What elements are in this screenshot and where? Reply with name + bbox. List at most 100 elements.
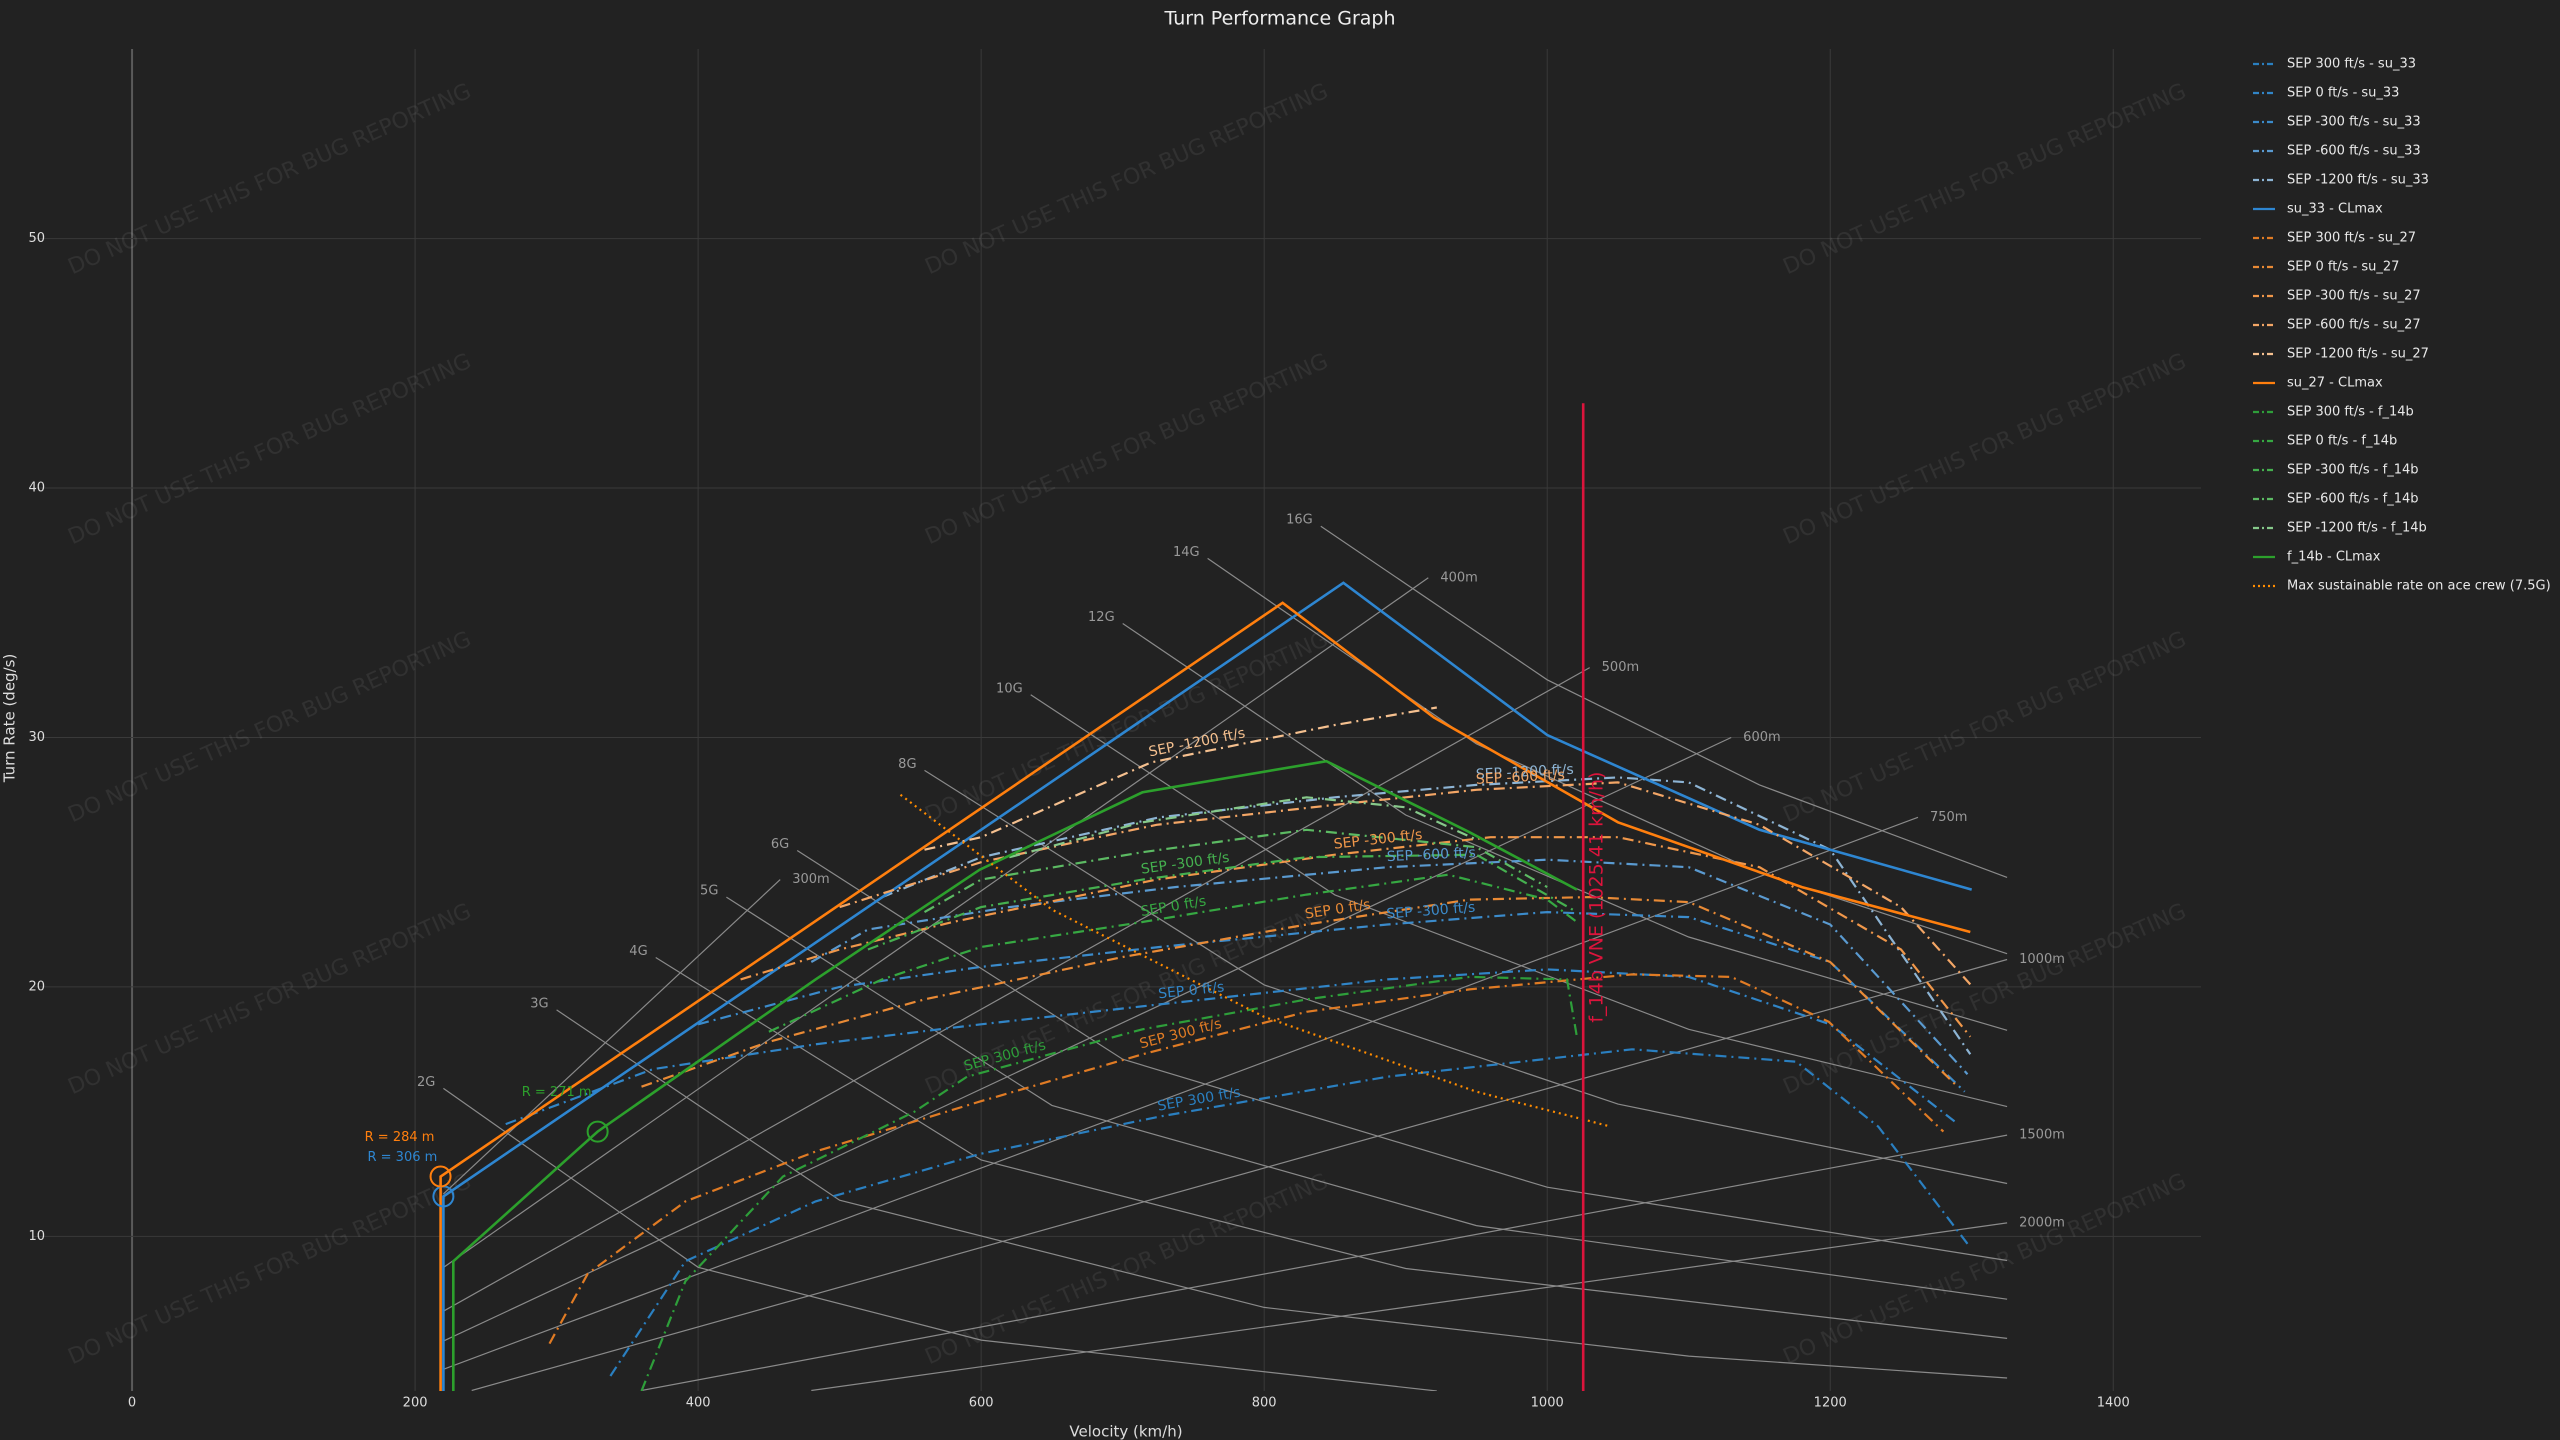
g-load-line xyxy=(1122,623,2008,1031)
legend-label: SEP -600 ft/s - su_27 xyxy=(2287,318,2421,333)
legend-label: f_14b - CLmax xyxy=(2287,550,2381,565)
legend-label: SEP -300 ft/s - su_27 xyxy=(2287,289,2421,304)
x-tick-label: 600 xyxy=(969,1396,994,1411)
radius-line xyxy=(443,667,1590,1312)
min-radius-label: R = 306 m xyxy=(367,1150,437,1165)
radius-label: 400m xyxy=(1440,570,1477,585)
g-load-label: 3G xyxy=(530,996,548,1011)
radius-line xyxy=(471,958,2008,1391)
legend-label: SEP 300 ft/s - f_14b xyxy=(2287,405,2414,420)
radius-label: 1000m xyxy=(2019,952,2065,967)
g-load-line xyxy=(1207,557,2008,955)
y-tick-label: 40 xyxy=(28,481,45,496)
series-line xyxy=(899,793,1612,1128)
x-tick-label: 1200 xyxy=(1814,1396,1847,1411)
plot-area xyxy=(439,403,1973,1391)
annotations: 2G 3G 4G 5G 6G 8G 10G 12G 14G 16G 300m 400m 500m 600m… xyxy=(365,513,2065,1231)
series-line xyxy=(548,973,1945,1345)
g-load-label: 8G xyxy=(898,757,916,772)
g-load-label: 14G xyxy=(1173,545,1200,560)
radius-line xyxy=(442,879,781,1195)
x-tick-label: 800 xyxy=(1252,1396,1277,1411)
legend-label: SEP -1200 ft/s - su_27 xyxy=(2287,347,2429,362)
legend-label: SEP 300 ft/s - su_27 xyxy=(2287,231,2416,246)
legend-label: SEP -600 ft/s - su_33 xyxy=(2287,144,2421,159)
x-tick-label: 1000 xyxy=(1531,1396,1564,1411)
legend-label: su_33 - CLmax xyxy=(2287,202,2383,217)
radius-label: 500m xyxy=(1602,660,1639,675)
legend-label: SEP -1200 ft/s - f_14b xyxy=(2287,521,2427,536)
vne-label: f_14b VNE (1025.41 km/h) xyxy=(1586,772,1608,1023)
series-line xyxy=(442,581,1973,1391)
legend-label: SEP 0 ft/s - su_33 xyxy=(2287,86,2399,101)
legend-label: SEP -600 ft/s - f_14b xyxy=(2287,492,2419,507)
y-tick-label: 30 xyxy=(28,730,45,745)
radius-label: 750m xyxy=(1930,810,1967,825)
legend-label: SEP 300 ft/s - su_33 xyxy=(2287,57,2416,72)
series-line xyxy=(924,706,1437,851)
series-line xyxy=(697,910,1966,1093)
legend-label: SEP -300 ft/s - f_14b xyxy=(2287,463,2419,478)
g-load-label: 6G xyxy=(771,837,789,852)
series-line xyxy=(923,828,1548,914)
series-line xyxy=(1009,796,1477,859)
legend-label: su_27 - CLmax xyxy=(2287,376,2383,391)
series-label: SEP 0 ft/s xyxy=(1158,979,1226,1002)
legend-label: SEP 0 ft/s - su_27 xyxy=(2287,260,2399,275)
series-label: SEP -600 ft/s xyxy=(1476,767,1566,788)
g-load-label: 2G xyxy=(417,1075,435,1090)
series-line xyxy=(768,873,1578,1033)
g-load-line xyxy=(1030,694,2008,1108)
legend-label: SEP -1200 ft/s - su_33 xyxy=(2287,173,2429,188)
x-tick-label: 0 xyxy=(128,1396,136,1411)
legend-label: SEP 0 ft/s - f_14b xyxy=(2287,434,2397,449)
radius-line xyxy=(811,1222,2008,1391)
min-radius-marker xyxy=(429,1165,452,1188)
series-label: SEP -1200 ft/s xyxy=(1476,762,1575,783)
g-load-label: 4G xyxy=(629,944,647,959)
series-line xyxy=(439,601,1971,1391)
series-line xyxy=(740,836,1972,1038)
x-axis-title: Velocity (km/h) xyxy=(1069,1423,1182,1440)
series-line xyxy=(810,858,1969,1075)
min-radius-label: R = 284 m xyxy=(365,1130,435,1145)
g-load-label: 16G xyxy=(1286,513,1313,528)
x-tick-label: 400 xyxy=(686,1396,711,1411)
min-radius-marker xyxy=(586,1120,609,1143)
g-load-line xyxy=(556,1009,2008,1379)
series-line xyxy=(641,895,1959,1088)
series-line xyxy=(505,968,1956,1126)
radius-line xyxy=(641,1134,2008,1391)
x-tick-label: 200 xyxy=(403,1396,428,1411)
radius-label: 600m xyxy=(1743,730,1780,745)
legend: SEP 300 ft/s - su_33 SEP 0 ft/s - su_33 SE… xyxy=(2253,57,2551,594)
series-line xyxy=(640,975,1578,1391)
g-load-line xyxy=(655,956,2008,1339)
y-tick-label: 10 xyxy=(28,1229,45,1244)
series-line xyxy=(452,759,1578,1391)
radius-label: 2000m xyxy=(2019,1215,2065,1230)
y-axis-title: Turn Rate (deg/s) xyxy=(1,654,19,784)
y-tick-label: 20 xyxy=(28,979,45,994)
radius-label: 300m xyxy=(792,872,829,887)
min-radius-label: R = 271 m xyxy=(522,1085,592,1100)
g-load-line xyxy=(796,849,2008,1262)
radius-line xyxy=(443,577,1429,1268)
series-label: SEP -300 ft/s xyxy=(1386,900,1476,923)
g-load-line xyxy=(1320,525,2008,878)
g-load-line xyxy=(726,896,2008,1300)
g-load-line xyxy=(924,769,2008,1185)
g-load-label: 10G xyxy=(996,681,1023,696)
legend-label: SEP -300 ft/s - su_33 xyxy=(2287,115,2421,130)
legend-label: Max sustainable rate on ace crew (7.5G) xyxy=(2287,579,2551,594)
series-line xyxy=(867,853,1578,951)
series-line xyxy=(881,776,1972,1055)
radius-label: 1500m xyxy=(2019,1128,2065,1143)
y-tick-label: 50 xyxy=(28,231,45,246)
series-line xyxy=(609,1048,1969,1377)
chart-title: Turn Performance Graph xyxy=(1163,8,1395,30)
series-label: SEP -600 ft/s xyxy=(1386,845,1476,865)
g-load-label: 5G xyxy=(700,884,718,899)
